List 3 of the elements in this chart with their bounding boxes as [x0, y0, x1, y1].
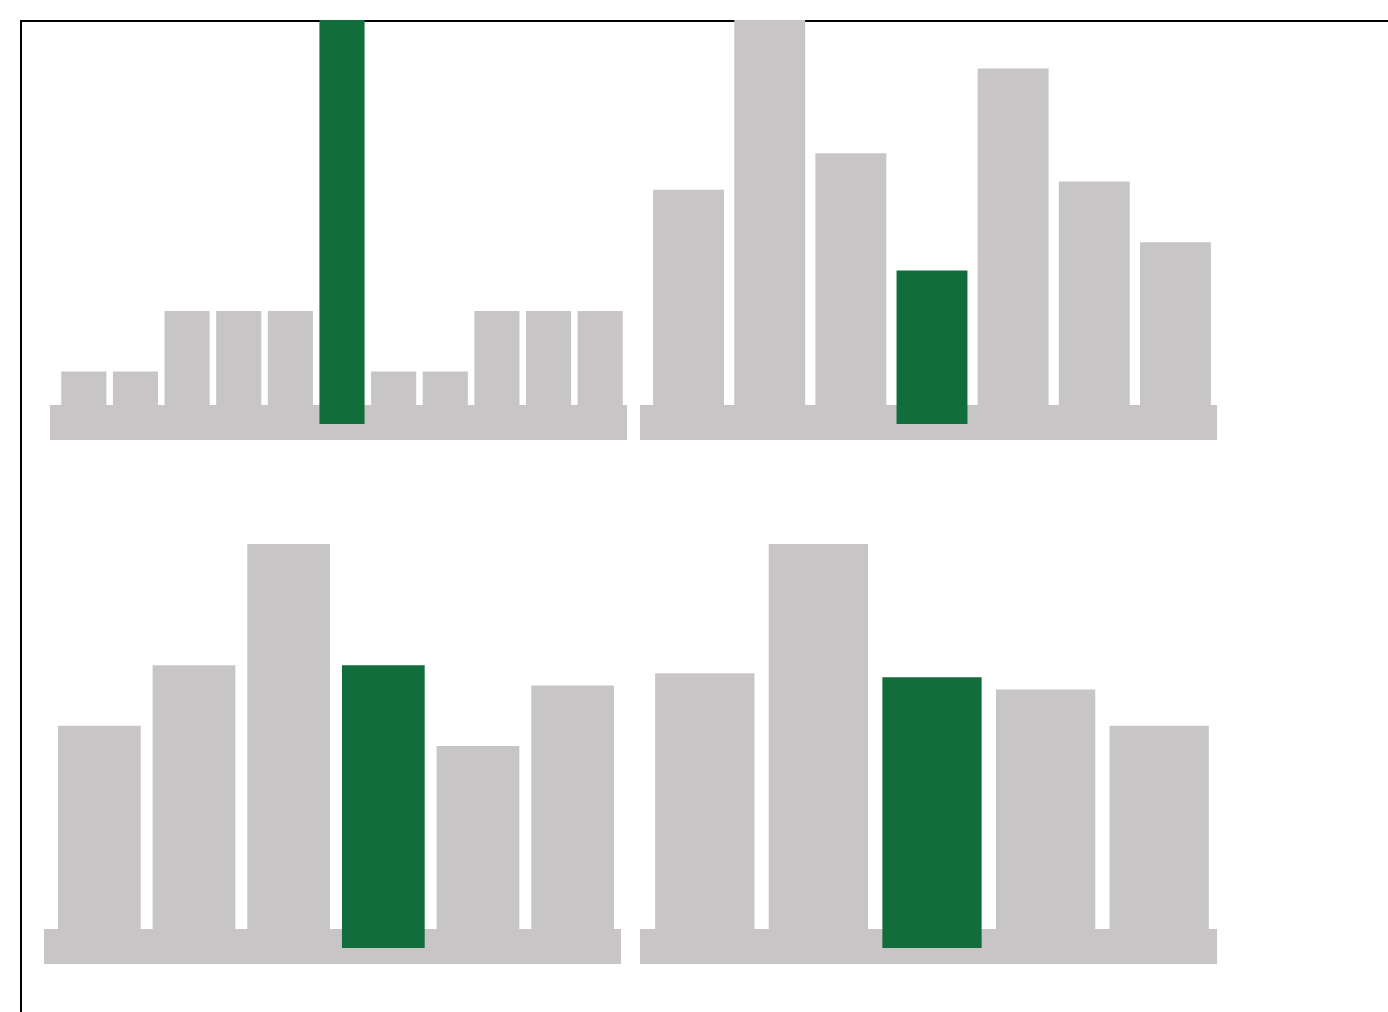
- bar: [341, 665, 425, 948]
- bar: [896, 270, 968, 424]
- bar: [882, 677, 982, 948]
